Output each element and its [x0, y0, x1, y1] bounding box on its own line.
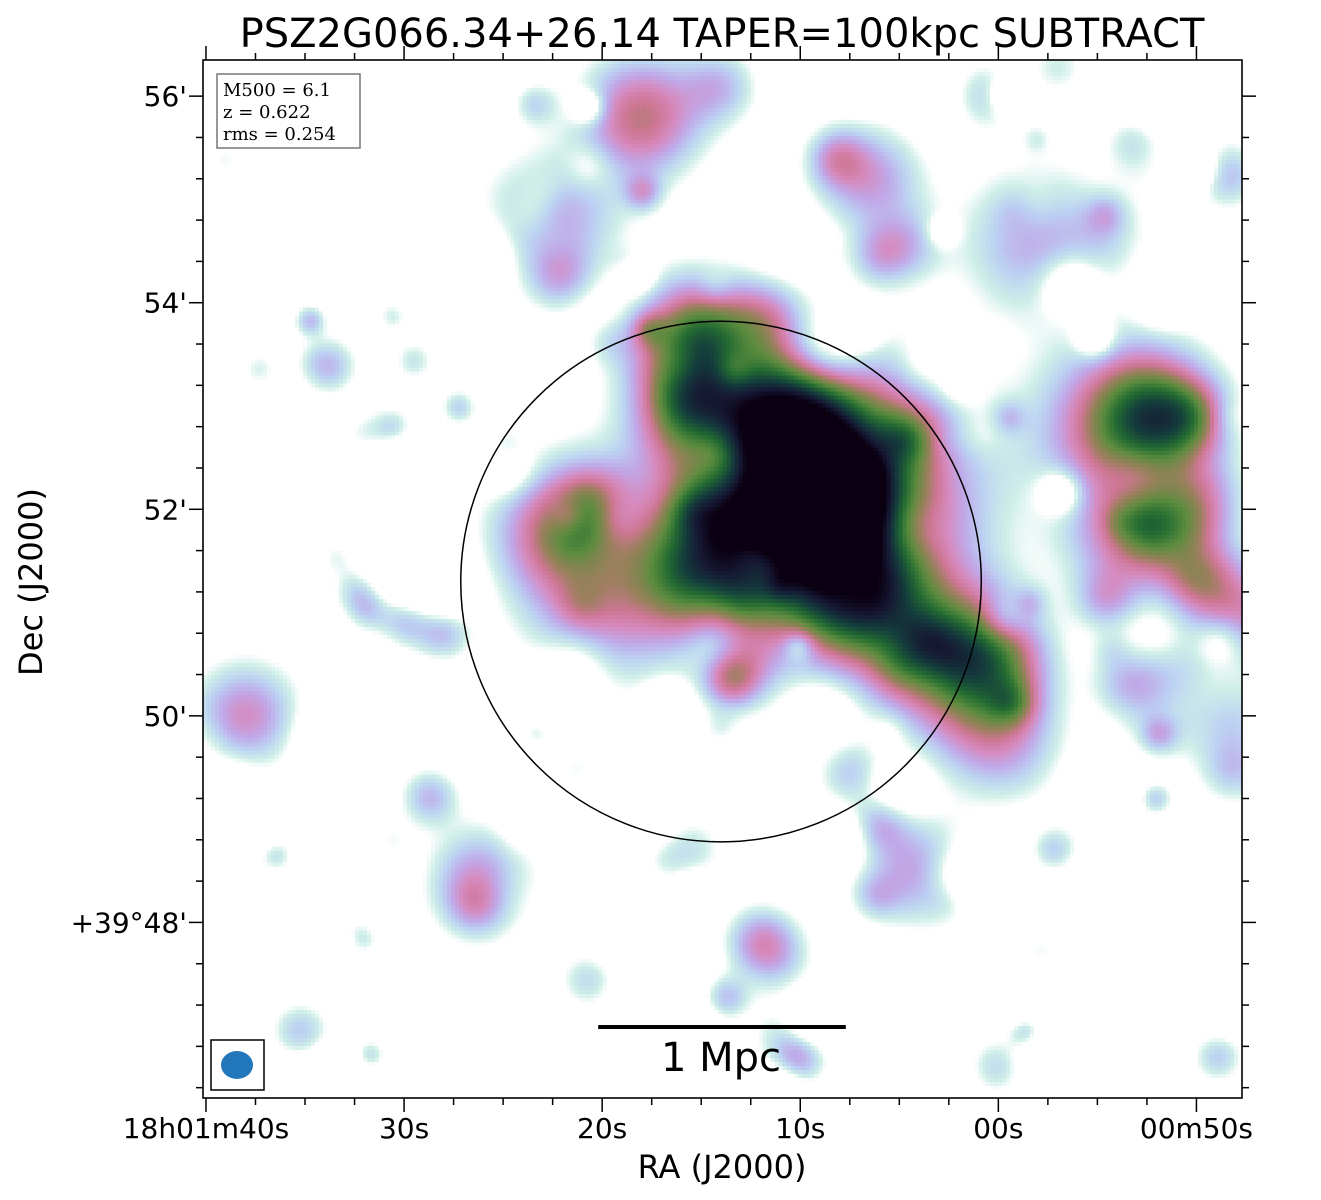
y-axis-label: Dec (J2000)	[12, 488, 50, 676]
scale-bar: 1 Mpc	[598, 1025, 846, 1081]
info-line-rms: rms = 0.254	[223, 124, 336, 145]
y-tick-label: 56'	[144, 80, 187, 113]
y-tick-label: +39°48'	[71, 906, 187, 939]
x-tick-label: 18h01m40s	[123, 1112, 290, 1145]
scale-bar-label: 1 Mpc	[661, 1035, 781, 1081]
x-tick-label: 30s	[379, 1112, 429, 1145]
info-box: M500 = 6.1 z = 0.622 rms = 0.254	[216, 73, 361, 149]
y-tick-label: 52'	[144, 493, 187, 526]
x-axis-label: RA (J2000)	[638, 1148, 807, 1186]
cluster-r500-circle	[459, 320, 983, 843]
y-tick-label: 50'	[144, 700, 187, 733]
plot-frame	[202, 59, 1243, 1099]
x-tick-label: 00s	[973, 1112, 1023, 1145]
chart-title: PSZ2G066.34+26.14 TAPER=100kpc SUBTRACT	[240, 11, 1205, 57]
axis-ticks	[189, 46, 1256, 1112]
axis-tick-labels: 18h01m40s 30s 20s 10s 00s 00m50s 56' 54' 52' 50' +…	[71, 80, 1253, 1145]
beam-ellipse	[221, 1051, 253, 1079]
y-tick-label: 54'	[144, 287, 187, 320]
emission-heatmap	[203, 60, 1242, 1098]
x-tick-label: 10s	[775, 1112, 825, 1145]
info-line-m500: M500 = 6.1	[223, 80, 331, 101]
plot-area	[203, 60, 1242, 1098]
beam-box	[210, 1039, 265, 1091]
info-line-redshift: z = 0.622	[223, 102, 311, 123]
x-tick-label: 20s	[577, 1112, 627, 1145]
x-tick-label: 00m50s	[1140, 1112, 1253, 1145]
